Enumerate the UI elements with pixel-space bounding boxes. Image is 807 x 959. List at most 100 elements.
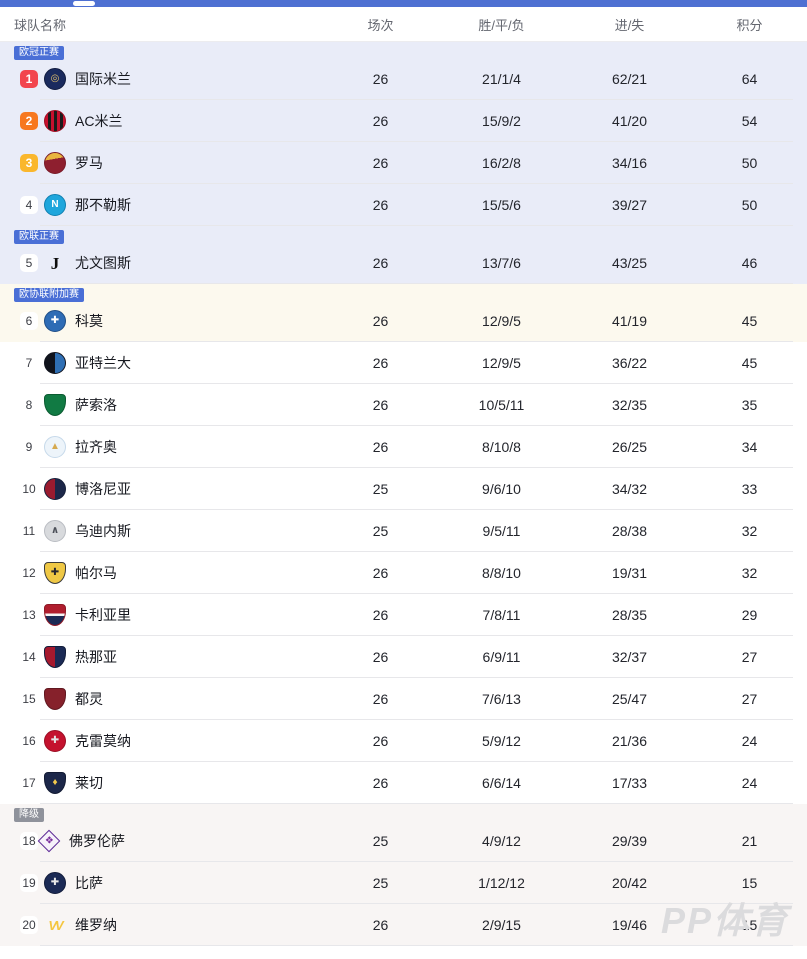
team-name: 国际米兰 <box>75 71 131 87</box>
team-logo-icon: J <box>44 252 66 274</box>
table-row[interactable]: 16 ✚ 克雷莫纳 26 5/9/12 21/36 24 <box>0 720 807 762</box>
team-logo-icon <box>44 352 66 374</box>
zone-badge: 欧联正赛 <box>14 230 64 244</box>
team-logo-glyph: ✚ <box>50 315 60 326</box>
team-name: 萨索洛 <box>75 397 117 413</box>
team-name: 卡利亚里 <box>75 607 131 623</box>
matches-played: 26 <box>372 691 389 707</box>
goals-for-against: 25/47 <box>611 691 648 707</box>
table-row[interactable]: 2 AC米兰 26 15/9/2 41/20 54 <box>0 100 807 142</box>
points: 15 <box>741 917 758 933</box>
table-row[interactable]: 6 ✚ 科莫 26 12/9/5 41/19 45 <box>0 300 807 342</box>
goals-for-against: 34/16 <box>611 155 648 171</box>
matches-played: 26 <box>372 71 389 87</box>
goals-for-against: 36/22 <box>611 355 648 371</box>
table-row[interactable]: 4 N 那不勒斯 26 15/5/6 39/27 50 <box>0 184 807 226</box>
rank-badge: 6 <box>20 312 38 330</box>
win-draw-loss: 12/9/5 <box>482 355 521 371</box>
table-row[interactable]: 15 都灵 26 7/6/13 25/47 27 <box>0 678 807 720</box>
rank-badge: 15 <box>20 690 38 708</box>
win-draw-loss: 9/5/11 <box>482 523 521 539</box>
rank-badge: 1 <box>20 70 38 88</box>
points: 15 <box>741 875 758 891</box>
team-name: 佛罗伦萨 <box>69 833 125 849</box>
zone-badge: 欧冠正赛 <box>14 46 64 60</box>
table-row[interactable]: 13 卡利亚里 26 7/8/11 28/35 29 <box>0 594 807 636</box>
team-name: 亚特兰大 <box>75 355 131 371</box>
points: 21 <box>741 833 758 849</box>
win-draw-loss: 8/10/8 <box>482 439 521 455</box>
matches-played: 26 <box>372 355 389 371</box>
table-row[interactable]: 5 J 尤文图斯 26 13/7/6 43/25 46 <box>0 242 807 284</box>
team-logo-glyph: J <box>50 253 60 273</box>
win-draw-loss: 4/9/12 <box>482 833 521 849</box>
header-points: 积分 <box>736 17 763 33</box>
team-name: 热那亚 <box>75 649 117 665</box>
team-logo-icon: ✚ <box>44 562 66 584</box>
team-logo-icon <box>44 688 66 710</box>
goals-for-against: 32/35 <box>611 397 648 413</box>
win-draw-loss: 6/6/14 <box>482 775 521 791</box>
team-logo-icon: ✚ <box>44 730 66 752</box>
table-row[interactable]: 3 罗马 26 16/2/8 34/16 50 <box>0 142 807 184</box>
matches-played: 26 <box>372 607 389 623</box>
team-logo-glyph: ♦ <box>52 777 58 788</box>
win-draw-loss: 15/5/6 <box>482 197 521 213</box>
table-row[interactable]: 8 萨索洛 26 10/5/11 32/35 35 <box>0 384 807 426</box>
team-logo-glyph: VV <box>48 917 63 933</box>
team-name: 博洛尼亚 <box>75 481 131 497</box>
table-row[interactable]: 20 VV 维罗纳 26 2/9/15 19/46 15 <box>0 904 807 946</box>
table-row[interactable]: 10 博洛尼亚 25 9/6/10 34/32 33 <box>0 468 807 510</box>
points: 64 <box>741 71 758 87</box>
table-row[interactable]: 7 亚特兰大 26 12/9/5 36/22 45 <box>0 342 807 384</box>
win-draw-loss: 7/8/11 <box>482 607 521 623</box>
points: 32 <box>741 565 758 581</box>
matches-played: 26 <box>372 113 389 129</box>
table-row[interactable]: 19 ✚ 比萨 25 1/12/12 20/42 15 <box>0 862 807 904</box>
scrollbar-thumb[interactable] <box>73 1 95 6</box>
rank-badge: 14 <box>20 648 38 666</box>
goals-for-against: 20/42 <box>611 875 648 891</box>
points: 29 <box>741 607 758 623</box>
win-draw-loss: 12/9/5 <box>482 313 521 329</box>
matches-played: 26 <box>372 397 389 413</box>
rank-badge: 5 <box>20 254 38 272</box>
team-logo-icon: ◎ <box>44 68 66 90</box>
team-logo-icon: VV <box>44 914 66 936</box>
header-team-name: 球队名称 <box>14 17 67 33</box>
points: 35 <box>741 397 758 413</box>
points: 50 <box>741 155 758 171</box>
table-row[interactable]: 1 ◎ 国际米兰 26 21/1/4 62/21 64 <box>0 58 807 100</box>
matches-played: 26 <box>372 917 389 933</box>
goals-for-against: 41/19 <box>611 313 648 329</box>
table-row[interactable]: 9 ▲ 拉齐奥 26 8/10/8 26/25 34 <box>0 426 807 468</box>
table-row[interactable]: 12 ✚ 帕尔马 26 8/8/10 19/31 32 <box>0 552 807 594</box>
matches-played: 26 <box>372 255 389 271</box>
matches-played: 26 <box>372 649 389 665</box>
table-row[interactable]: 14 热那亚 26 6/9/11 32/37 27 <box>0 636 807 678</box>
points: 27 <box>741 649 758 665</box>
team-name: 拉齐奥 <box>75 439 117 455</box>
team-name: 尤文图斯 <box>75 255 131 271</box>
team-logo-glyph: ◎ <box>50 73 60 84</box>
table-row[interactable]: 18 ❖ 佛罗伦萨 25 4/9/12 29/39 21 <box>0 820 807 862</box>
goals-for-against: 41/20 <box>611 113 648 129</box>
team-name: AC米兰 <box>75 113 123 129</box>
table-header: 球队名称 场次 胜/平/负 进/失 积分 <box>0 7 807 42</box>
goals-for-against: 26/25 <box>611 439 648 455</box>
table-row[interactable]: 17 ♦ 莱切 26 6/6/14 17/33 24 <box>0 762 807 804</box>
win-draw-loss: 1/12/12 <box>478 875 525 891</box>
goals-for-against: 62/21 <box>611 71 648 87</box>
team-name: 科莫 <box>75 313 103 329</box>
rank-badge: 8 <box>20 396 38 414</box>
goals-for-against: 17/33 <box>611 775 648 791</box>
team-logo-glyph: ∧ <box>50 525 60 536</box>
matches-played: 26 <box>372 775 389 791</box>
team-logo-icon <box>44 478 66 500</box>
matches-played: 26 <box>372 733 389 749</box>
rank-badge: 12 <box>20 564 38 582</box>
team-logo-glyph: ✚ <box>50 567 60 578</box>
table-row[interactable]: 11 ∧ 乌迪内斯 25 9/5/11 28/38 32 <box>0 510 807 552</box>
goals-for-against: 32/37 <box>611 649 648 665</box>
points: 46 <box>741 255 758 271</box>
